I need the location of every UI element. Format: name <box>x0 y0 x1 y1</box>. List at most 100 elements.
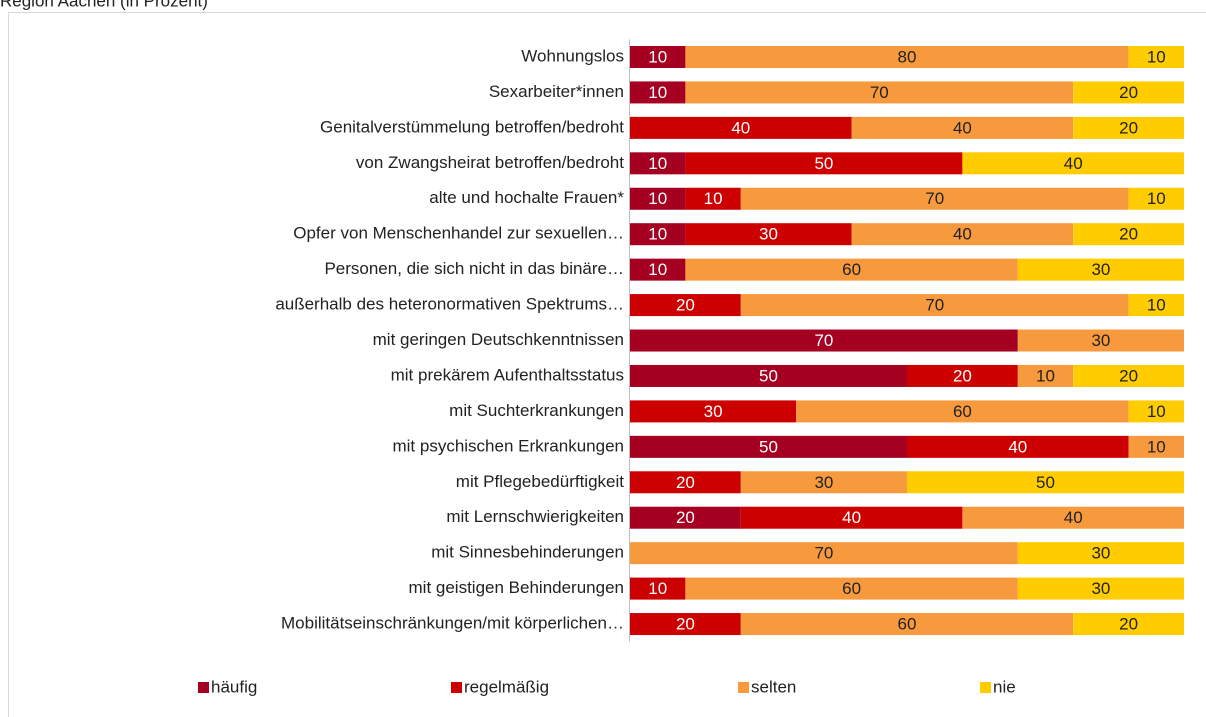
bar-segment <box>630 152 686 175</box>
data-label: 60 <box>842 579 861 598</box>
legend-label: häufig <box>211 677 257 696</box>
data-label: 10 <box>1036 366 1055 385</box>
legend-swatch <box>980 682 991 693</box>
bar-segment <box>740 471 907 494</box>
data-label: 60 <box>953 402 972 421</box>
bar-segment <box>740 506 963 529</box>
data-label: 70 <box>814 544 833 563</box>
bar-segment <box>630 81 686 104</box>
bar-segment <box>1017 364 1074 387</box>
chart-title: Region Aachen (in Prozent) <box>0 0 208 10</box>
data-label: 40 <box>1008 437 1027 456</box>
data-label: 10 <box>648 579 667 598</box>
bar-segment <box>851 223 1074 246</box>
bar-segment <box>796 400 1129 423</box>
data-label: 30 <box>1091 260 1110 279</box>
data-label: 10 <box>704 189 723 208</box>
bar-segment <box>851 116 1074 139</box>
y-tick-label: außerhalb des heteronormativen Spektrums… <box>275 295 624 314</box>
y-tick-label: Genitalverstümmelung betroffen/bedroht <box>320 117 624 136</box>
bar-segment <box>630 613 741 636</box>
data-label: 20 <box>1119 615 1138 634</box>
bar-segment <box>630 364 907 387</box>
bar-segment <box>630 116 852 139</box>
bar-segment <box>1128 46 1184 68</box>
data-label: 20 <box>1119 83 1138 102</box>
bar-segment <box>962 152 1184 175</box>
bar-segment <box>630 506 741 529</box>
data-label: 20 <box>1119 225 1138 244</box>
data-label: 60 <box>898 615 917 634</box>
data-label: 70 <box>814 331 833 350</box>
data-label: 20 <box>676 615 695 634</box>
bar-segment <box>685 223 852 246</box>
data-label: 10 <box>648 83 667 102</box>
data-label: 50 <box>1036 473 1055 492</box>
bar-segment <box>1073 81 1184 104</box>
bar-segment <box>630 223 686 246</box>
y-tick-label: mit prekärem Aufenthaltsstatus <box>391 365 624 384</box>
data-label: 20 <box>1119 366 1138 385</box>
bar-segment <box>630 46 686 68</box>
data-label: 80 <box>898 47 917 66</box>
y-tick-label: Mobilitätseinschränkungen/mit körperlich… <box>281 614 624 633</box>
bar-segment <box>1128 400 1184 423</box>
data-label: 50 <box>814 154 833 173</box>
data-label: 10 <box>648 225 667 244</box>
bar-segment <box>907 471 1184 494</box>
bar-segment <box>1073 223 1184 246</box>
bar-segment <box>685 81 1074 104</box>
legend-swatch <box>738 682 749 693</box>
data-label: 30 <box>814 473 833 492</box>
bar-segment <box>630 471 741 494</box>
bar-segment <box>907 364 1018 387</box>
bar-segment <box>685 152 963 175</box>
data-label: 30 <box>704 402 723 421</box>
data-label: 10 <box>648 260 667 279</box>
y-tick-label: mit Sinnesbehinderungen <box>431 543 624 562</box>
data-label: 20 <box>1119 118 1138 137</box>
bar-segment <box>630 187 686 210</box>
data-label: 40 <box>1064 508 1083 527</box>
bar-segment <box>685 577 1018 600</box>
data-label: 10 <box>1147 437 1166 456</box>
data-label: 40 <box>953 225 972 244</box>
y-tick-label: mit Suchterkrankungen <box>449 401 624 420</box>
data-label: 20 <box>676 296 695 315</box>
chart-frame <box>8 12 1206 717</box>
data-label: 30 <box>759 225 778 244</box>
bar-segment <box>1017 577 1184 600</box>
bar-segment <box>630 329 1018 352</box>
bar-segment <box>1128 435 1184 458</box>
data-label: 30 <box>1091 331 1110 350</box>
data-label: 10 <box>648 189 667 208</box>
legend-label: regelmäßig <box>464 677 549 696</box>
bar-segment <box>1073 116 1184 139</box>
y-tick-label: von Zwangsheirat betroffen/bedroht <box>356 153 624 172</box>
legend-swatch <box>198 682 209 693</box>
bar-segment <box>630 294 741 317</box>
data-label: 50 <box>759 366 778 385</box>
legend-label: nie <box>993 677 1016 696</box>
bar-segment <box>630 400 797 423</box>
bar-segment <box>1128 294 1184 317</box>
y-tick-label: Wohnungslos <box>521 46 624 65</box>
data-label: 70 <box>870 83 889 102</box>
bar-segment <box>1073 364 1184 387</box>
data-label: 10 <box>1147 402 1166 421</box>
data-label: 10 <box>1147 189 1166 208</box>
y-tick-label: mit Pflegebedürftigkeit <box>456 472 624 491</box>
bar-segment <box>1128 187 1184 210</box>
bar-segment <box>1017 258 1184 281</box>
bar-segment <box>740 613 1074 636</box>
bar-segment <box>1017 329 1184 352</box>
data-label: 40 <box>731 118 750 137</box>
y-tick-label: mit geistigen Behinderungen <box>409 578 624 597</box>
bar-segment <box>740 294 1129 317</box>
y-tick-label: Sexarbeiter*innen <box>489 82 624 101</box>
bar-segment <box>630 542 1018 565</box>
data-label: 20 <box>953 366 972 385</box>
data-label: 50 <box>759 437 778 456</box>
